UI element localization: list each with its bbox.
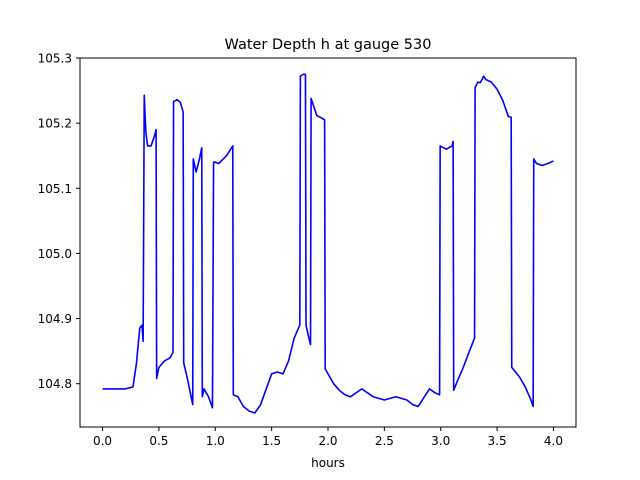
x-tick-label: 4.0	[544, 434, 563, 448]
y-tick-label: 105.0	[38, 247, 72, 261]
y-tick-label: 105.1	[38, 182, 72, 196]
y-tick-label: 105.3	[38, 52, 72, 66]
x-axis: 0.0 0.5 1.0 1.5 2.0 2.5 3.0 3.5 4.0	[93, 427, 563, 448]
x-tick-label: 1.0	[206, 434, 225, 448]
x-tick-label: 3.5	[488, 434, 507, 448]
plot-frame	[79, 57, 577, 428]
chart-title: Water Depth h at gauge 530	[225, 37, 432, 53]
y-tick-label: 104.8	[38, 377, 72, 391]
y-tick-label: 105.2	[38, 117, 72, 131]
series-line-water-depth	[102, 73, 554, 414]
x-tick-label: 2.5	[375, 434, 394, 448]
x-tick-label: 2.0	[318, 434, 337, 448]
x-tick-label: 0.0	[93, 434, 112, 448]
y-tick-label: 104.9	[38, 312, 72, 326]
x-tick-label: 0.5	[149, 434, 168, 448]
x-tick-label: 1.5	[262, 434, 281, 448]
x-tick-label: 3.0	[431, 434, 450, 448]
y-axis: 104.8 104.9 105.0 105.1 105.2 105.3	[38, 52, 80, 391]
x-axis-label: hours	[311, 456, 345, 470]
